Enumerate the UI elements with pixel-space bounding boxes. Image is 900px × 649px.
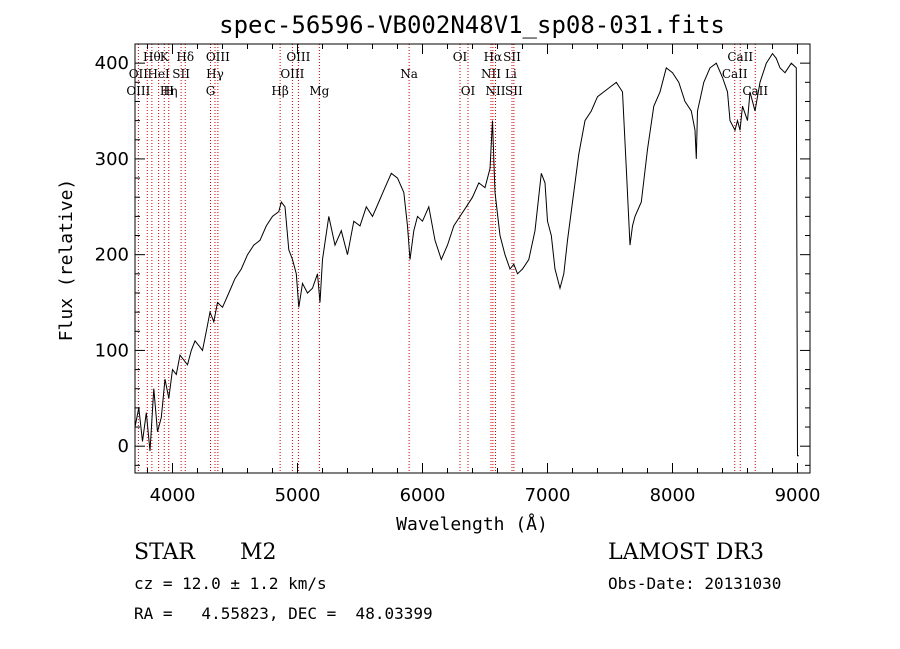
line-label-3: HeI: [147, 67, 170, 81]
x-tick-label-0: 4000: [150, 485, 196, 506]
y-axis-ticks: 0 100 200 300 400: [95, 43, 810, 466]
survey-name: LAMOST DR3: [608, 540, 764, 565]
line-label-13: OIII: [286, 50, 310, 64]
line-label-4: Hη: [160, 84, 178, 98]
x-tick-label-4: 8000: [650, 485, 696, 506]
line-label-0: Hθ: [143, 50, 161, 64]
spectrum-line: [134, 52, 799, 457]
line-label-1: OII: [129, 67, 149, 81]
line-label-2: OIII: [126, 84, 150, 98]
y-tick-label-3: 300: [95, 149, 129, 170]
line-label-12: Hβ: [271, 84, 288, 98]
line-label-11: G: [206, 84, 216, 98]
line-label-27: CaII: [742, 84, 768, 98]
y-tick-label-4: 400: [95, 53, 129, 74]
obs-date-text: Obs-Date: 20131030: [608, 574, 782, 593]
line-label-25: CaII: [727, 50, 753, 64]
line-label-19: Hα: [484, 50, 503, 64]
line-label-8: Hδ: [176, 50, 194, 64]
x-tick-label-5: 9000: [775, 485, 821, 506]
line-label-15: Mg: [309, 84, 329, 98]
line-label-16: Na: [400, 67, 418, 81]
y-tick-label-1: 100: [95, 340, 129, 361]
y-tick-label-2: 200: [95, 245, 129, 266]
y-axis-label: Flux (relative): [56, 179, 77, 342]
line-label-7: H: [164, 84, 174, 98]
line-label-5: K: [160, 50, 170, 64]
line-label-22: Li: [505, 67, 517, 81]
line-label-24: SII: [505, 84, 523, 98]
line-label-17: OI: [453, 50, 468, 64]
x-axis-ticks: 4000 5000 6000 7000 8000 9000: [147, 44, 821, 506]
line-label-9: OIII: [206, 50, 230, 64]
line-label-18: OI: [461, 84, 476, 98]
x-tick-label-3: 7000: [525, 485, 571, 506]
x-tick-label-2: 6000: [400, 485, 446, 506]
line-label-23: NII: [486, 84, 506, 98]
chart-title: spec-56596-VB002N48V1_sp08-031.fits: [219, 11, 725, 39]
line-label-10: Hγ: [206, 67, 224, 81]
line-label-21: NII: [481, 67, 501, 81]
line-label-26: CaII: [722, 67, 748, 81]
line-label-14: OIII: [280, 67, 304, 81]
coordinates-text: RA = 4.55823, DEC = 48.03399: [134, 604, 433, 623]
plot-frame: [134, 43, 811, 474]
redshift-text: cz = 12.0 ± 1.2 km/s: [134, 574, 327, 593]
x-tick-label-1: 5000: [275, 485, 321, 506]
line-label-20: SII: [503, 50, 521, 64]
emission-line-markers: [137, 44, 756, 473]
x-axis-label: Wavelength (Å): [396, 513, 548, 535]
object-subclass: M2: [240, 540, 277, 565]
line-label-6: SII: [172, 67, 190, 81]
object-class: STAR: [134, 540, 195, 565]
y-tick-label-0: 0: [118, 436, 129, 457]
